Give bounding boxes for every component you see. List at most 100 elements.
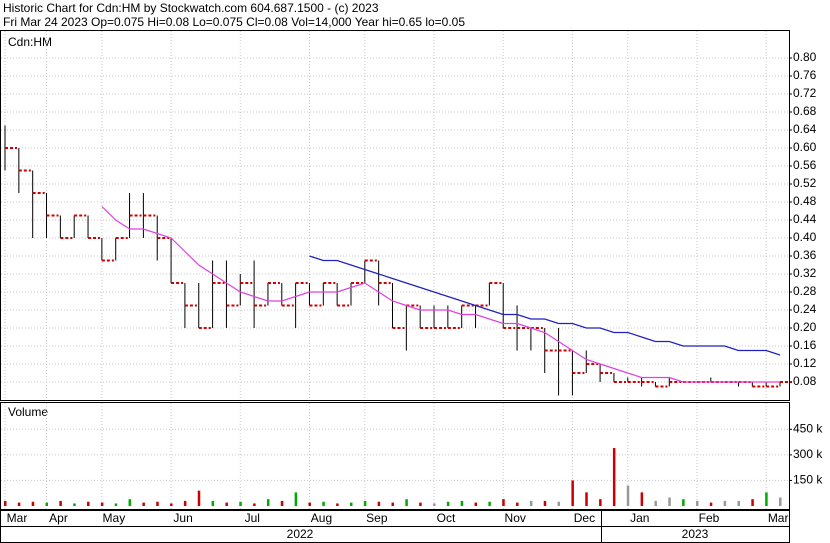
y-tick-label: 0.60 xyxy=(793,140,817,154)
x-tick-label: Apr xyxy=(49,511,68,525)
volume-panel xyxy=(0,402,790,510)
y-tick-label: 0.76 xyxy=(793,68,817,82)
moving-average xyxy=(309,255,781,356)
x-tick-label: Dec xyxy=(574,511,595,525)
x-tick-label: Aug xyxy=(311,511,332,525)
volume-bar xyxy=(695,500,699,506)
y-tick-label: 0.24 xyxy=(793,302,817,316)
volume-bar xyxy=(183,500,187,506)
year-label: 2023 xyxy=(682,527,709,541)
volume-bar xyxy=(266,499,270,506)
y-tick-label: 0.52 xyxy=(793,176,817,190)
volume-bar xyxy=(419,502,422,506)
volume-bar xyxy=(433,503,436,506)
volume-bar xyxy=(87,501,90,506)
volume-bar xyxy=(571,480,574,506)
volume-bar xyxy=(142,502,145,506)
x-tick-label: Mar xyxy=(7,511,28,525)
volume-bar xyxy=(322,501,325,506)
y-tick-label: 0.20 xyxy=(793,320,817,334)
volume-bar xyxy=(114,503,118,506)
volume-bar xyxy=(170,503,173,506)
volume-bar xyxy=(308,502,311,506)
volume-bar xyxy=(488,501,491,506)
symbol-label: Cdn:HM xyxy=(8,35,52,49)
volume-bar xyxy=(460,500,464,506)
volume-bar xyxy=(557,501,561,506)
y-tick-label: 0.80 xyxy=(793,50,817,64)
y-tick-label: 0.36 xyxy=(793,248,817,262)
volume-bar xyxy=(682,499,685,506)
y-tick-label: 0.48 xyxy=(793,194,817,208)
volume-bar xyxy=(502,499,505,506)
plot-layer: Mar Apr May Jun Jul Aug Sep Oct Nov Dec Jan Feb Mar 0… xyxy=(1,31,823,525)
y-tick-label: 150 k xyxy=(793,473,823,487)
volume-bar xyxy=(640,492,644,506)
volume-bar xyxy=(668,497,671,506)
y-tick-label: 0.64 xyxy=(793,122,817,136)
volume-bar xyxy=(391,502,394,506)
x-tick-label: Oct xyxy=(437,511,456,525)
volume-bar xyxy=(779,497,782,506)
y-tick-label: 300 k xyxy=(793,447,823,461)
volume-bar xyxy=(709,502,713,506)
volume-bar xyxy=(225,502,228,506)
y-tick-label: 0.56 xyxy=(793,158,817,172)
volume-bar xyxy=(349,502,353,506)
volume-bar xyxy=(405,499,408,506)
y-tick-label: 0.16 xyxy=(793,338,817,352)
y-tick-label: 0.72 xyxy=(793,86,817,100)
volume-bar xyxy=(599,499,602,506)
volume-bar xyxy=(31,501,35,506)
volume-bar xyxy=(294,492,298,506)
y-tick-label: 0.68 xyxy=(793,104,817,118)
volume-bar xyxy=(529,500,533,506)
volume-bar xyxy=(474,502,478,506)
quote-line: Fri Mar 24 2023 Op=0.075 Hi=0.08 Lo=0.07… xyxy=(3,15,465,29)
volume-bar xyxy=(4,500,7,506)
y-tick-label: 450 k xyxy=(793,421,823,435)
volume-bar xyxy=(543,500,547,506)
x-tick-label: Mar xyxy=(768,511,789,525)
volume-bar xyxy=(765,492,768,506)
year-label: 2022 xyxy=(287,527,314,541)
price-panel xyxy=(0,30,790,401)
volume-bar xyxy=(156,501,159,506)
x-tick-label: Jul xyxy=(245,511,260,525)
volume-bar xyxy=(59,500,62,506)
volume-bar xyxy=(751,499,754,506)
volume-bar xyxy=(737,500,740,506)
volume-bar xyxy=(516,502,519,506)
volume-bar xyxy=(363,500,367,506)
x-tick-label: May xyxy=(103,511,126,525)
volume-label: Volume xyxy=(8,405,48,419)
x-tick-label: Sep xyxy=(366,511,388,525)
volume-bar xyxy=(17,502,21,506)
volume-bar xyxy=(239,501,242,506)
x-tick-label: Jan xyxy=(630,511,649,525)
volume-bar xyxy=(612,448,616,506)
volume-bar xyxy=(253,503,256,506)
y-tick-label: 0.12 xyxy=(793,356,817,370)
volume-bar xyxy=(280,500,284,506)
volume-bar xyxy=(197,490,201,506)
volume-bar xyxy=(723,500,727,506)
volume-bar xyxy=(446,501,450,506)
x-tick-label: Jun xyxy=(173,511,192,525)
y-tick-label: 0.44 xyxy=(793,212,817,226)
y-tick-label: 0.08 xyxy=(793,374,817,388)
volume-bar xyxy=(100,502,104,506)
volume-bar xyxy=(654,500,657,506)
x-tick-label: Nov xyxy=(505,511,526,525)
volume-bar xyxy=(336,503,339,506)
volume-bar xyxy=(45,502,49,506)
volume-bar xyxy=(585,492,588,506)
y-tick-label: 0.28 xyxy=(793,284,817,298)
y-tick-label: 0.40 xyxy=(793,230,817,244)
x-tick-label: Feb xyxy=(699,511,720,525)
volume-bar xyxy=(626,485,630,506)
volume-bar xyxy=(73,503,76,506)
volume-bar xyxy=(377,501,381,506)
